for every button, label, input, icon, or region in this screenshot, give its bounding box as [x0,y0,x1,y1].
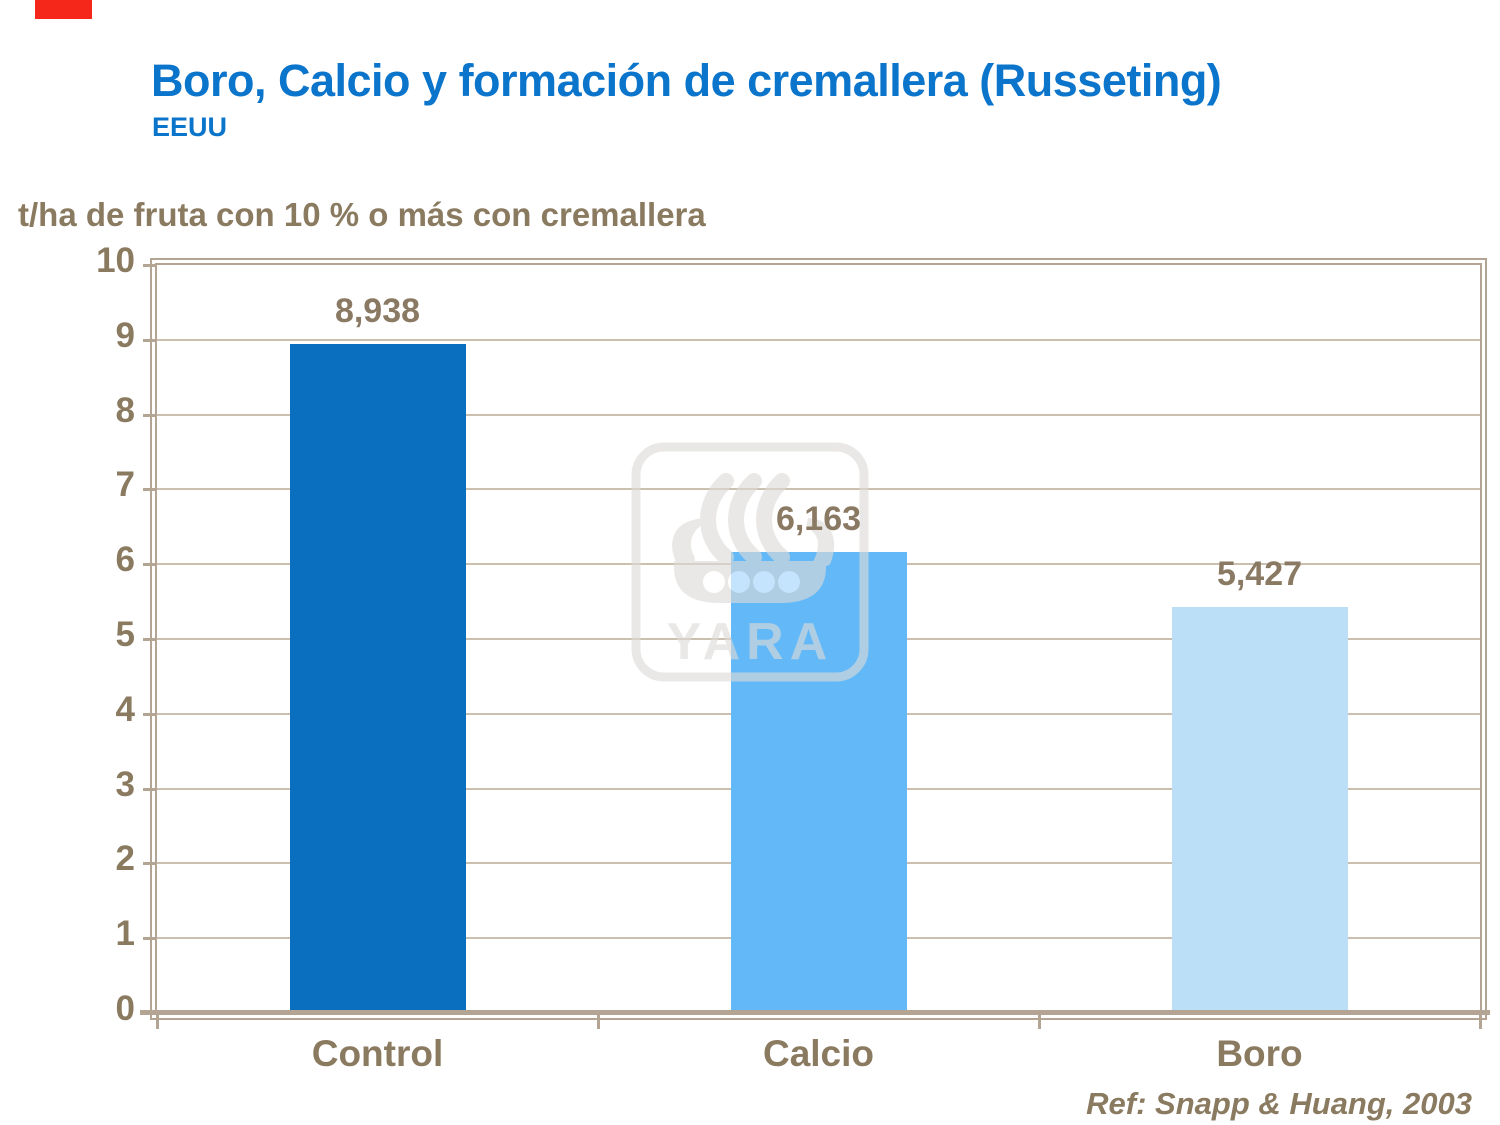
y-axis-tick [143,413,156,417]
y-axis-label: 9 [115,315,135,355]
y-axis-label: 1 [115,914,135,954]
y-axis-tick [143,1012,156,1015]
y-axis-tick [143,338,156,342]
gridline [157,338,1480,341]
x-axis-tick [1037,1013,1041,1029]
x-axis-tick [155,1013,159,1029]
y-axis-tick [143,937,156,941]
y-axis-label: 10 [96,241,135,280]
gridline [157,413,1480,416]
category-label: Calcio [762,1033,875,1074]
y-axis-title: t/ha de fruta con 10 % o más con cremall… [18,196,706,233]
x-axis-tick [596,1013,600,1029]
y-axis-label: 3 [115,764,135,804]
y-axis-tick [143,787,156,791]
y-axis-tick [143,264,156,267]
reference-citation: Ref: Snapp & Huang, 2003 [1086,1086,1472,1121]
x-axis-tick [1478,1013,1482,1029]
y-axis-label: 5 [115,615,135,654]
y-axis-tick [143,488,156,492]
x-axis-line [140,1010,1490,1015]
y-axis-label: 8 [115,390,135,430]
y-axis-tick [143,712,156,716]
bar-value-label: 8,938 [334,292,421,331]
bar-calcio [730,552,907,1013]
y-axis-label: 2 [115,839,135,879]
bar-boro [1171,607,1348,1013]
y-axis-label: 6 [115,540,135,580]
y-axis-tick [143,563,156,567]
category-label: Boro [1216,1033,1303,1074]
bar-value-label: 5,427 [1216,555,1303,594]
category-label: Control [311,1033,444,1074]
y-axis-tick [143,638,156,641]
bar-control [289,344,466,1013]
slide-title: Boro, Calcio y formación de cremallera (… [151,55,1222,106]
hull-porthole [703,571,725,593]
slide-subtitle: EEUU [152,112,228,142]
corner-red-mark [35,0,92,19]
y-axis-label: 7 [115,465,135,505]
ship-prow-icon [672,515,711,568]
bar-value-label: 6,163 [775,500,862,538]
y-axis-tick [143,862,156,866]
y-axis-label: 0 [115,989,135,1028]
y-axis-label: 4 [115,689,135,729]
